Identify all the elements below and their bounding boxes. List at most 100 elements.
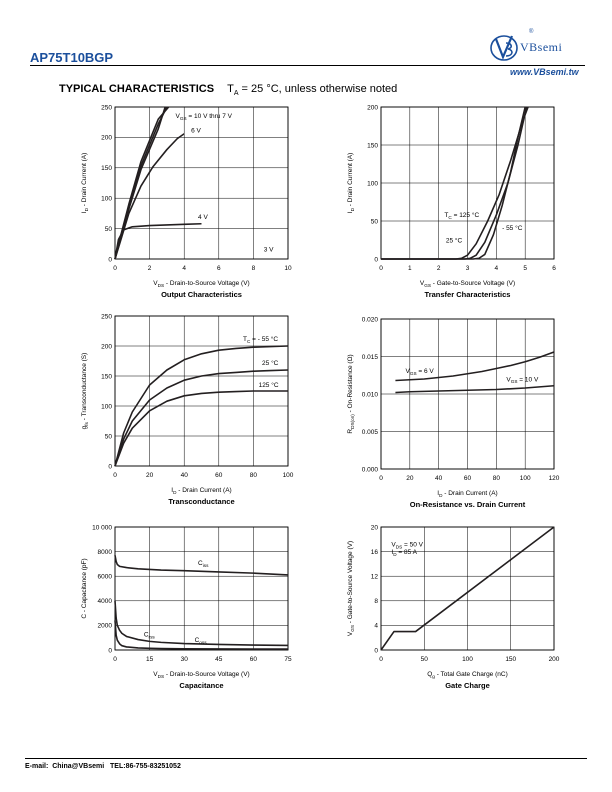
x-tick-label: 60 [464,475,472,482]
y-tick-label: 0.020 [362,316,379,323]
chart-title: Output Characteristics [161,290,242,299]
annotation-label: VGS = 10 V thru 7 V [176,113,233,121]
y-tick-label: 100 [367,180,378,187]
x-tick-label: 0 [379,265,383,272]
x-axis-label: VDS - Drain-to-Source Voltage (V) [153,671,249,679]
plot-frame [380,318,555,470]
y-tick-label: 200 [367,104,378,111]
annotation-label: TC = 125 °C [444,211,479,220]
y-axis-label: C - Capacitance (pF) [81,558,88,618]
y-axis-label: ID - Drain Current (A) [81,153,89,213]
series-line [114,600,289,647]
x-tick-label: 20 [146,472,154,479]
y-tick-label: 250 [101,313,112,320]
registered-mark: ® [529,29,534,35]
x-tick-label: 120 [549,475,560,482]
x-tick-label: 4 [495,265,499,272]
x-tick-label: 30 [181,656,189,663]
y-tick-label: 12 [371,574,379,581]
y-tick-label: 8 [374,598,378,605]
plot-frame [114,106,289,260]
x-tick-label: 2 [437,265,441,272]
x-tick-label: 150 [505,656,516,663]
series-line [114,620,289,650]
y-tick-label: 150 [101,165,112,172]
x-tick-label: 80 [250,472,258,479]
transconductance-chart: 0 20 40 60 80 100 0 50 100 150 200 250 TC = - 55 °C 2… [81,313,294,506]
series-line [114,369,289,467]
series-line [381,106,526,260]
series-line [395,351,555,382]
transfer-characteristics-chart: 0 1 2 3 4 5 6 0 50 100 150 200 TC = 125 °C 25 °C - 55 … [347,104,556,299]
website-link[interactable]: www.VBsemi.tw [510,67,579,77]
x-tick-label: 60 [250,656,258,663]
y-tick-label: 2000 [98,623,113,630]
y-tick-label: 16 [371,549,379,556]
on-resistance-chart: 0 20 40 60 80 100 120 0.000 0.005 0.010 0.015 0.020… [347,316,560,509]
y-tick-label: 20 [371,524,379,531]
x-tick-label: 8 [252,265,256,272]
y-tick-label: 100 [101,403,112,410]
annotation-label: 25 °C [262,359,279,367]
x-tick-label: 10 [284,265,292,272]
y-tick-label: 0 [374,256,378,263]
series-line [114,106,170,260]
condition-sub: A [233,90,239,98]
series-line [114,106,168,260]
annotation-label: 25 °C [446,236,463,244]
x-tick-label: 40 [181,472,189,479]
section-title: TYPICAL CHARACTERISTICS [59,83,215,95]
x-tick-label: 75 [284,656,292,663]
y-tick-label: 150 [367,142,378,149]
annotation-label: Coss [195,637,208,645]
y-tick-label: 4000 [98,598,113,605]
condition-text: = 25 °C, unless otherwise noted [238,83,398,95]
y-axis-label: VGS - Gate-to-Source Voltage (V) [347,541,355,636]
chart-title: Capacitance [179,681,223,690]
x-tick-label: 6 [217,265,221,272]
x-tick-label: 100 [462,656,473,663]
chart-title: Gate Charge [445,681,490,690]
y-tick-label: 0.015 [362,354,379,361]
series-line [114,345,289,467]
section-heading: TYPICAL CHARACTERISTICS TA = 25 °C, unle… [59,83,397,97]
x-tick-label: 1 [408,265,412,272]
y-tick-label: 150 [101,373,112,380]
part-number: AP75T10BGP [30,50,114,65]
annotation-label: 3 V [264,247,274,254]
series-line [114,222,202,260]
header-rule [30,65,585,66]
annotation-label: - 55 °C [502,224,523,232]
annotation-label: VGS = 10 V [506,376,539,384]
series-line [114,390,288,467]
capacitance-chart: 0 15 30 45 60 75 0 2000 4000 6000 8000 10 000 Ciss Cr… [81,524,292,690]
x-axis-label: ID - Drain Current (A) [171,487,231,495]
footer-rule [25,758,587,759]
annotation-label: Ciss [198,560,209,568]
annotation-label: TC = - 55 °C [243,335,278,344]
y-tick-label: 50 [105,433,113,440]
y-tick-label: 50 [371,218,379,225]
y-tick-label: 0.000 [362,466,379,473]
x-axis-label: VGS - Gate-to-Source Voltage (V) [420,280,515,288]
series-line [114,555,289,576]
annotation-label: VDS = 50 V [391,542,423,550]
x-tick-label: 0 [113,265,117,272]
x-tick-label: 0 [113,656,117,663]
x-tick-label: 20 [406,475,414,482]
footer-contact: E-mail: China@VBsemi TEL:86-755-83251052 [25,763,181,770]
x-tick-label: 5 [523,265,527,272]
annotation-label: 4 V [198,214,208,221]
x-tick-label: 15 [146,656,154,663]
y-tick-label: 10 000 [92,524,112,531]
x-tick-label: 40 [435,475,443,482]
x-tick-label: 100 [520,475,531,482]
chart-title: Transfer Characteristics [425,290,511,299]
series-line [114,133,185,260]
y-tick-label: 0 [108,463,112,470]
x-axis-label: ID - Drain Current (A) [437,490,497,498]
chart-title: On-Resistance vs. Drain Current [410,500,526,509]
x-tick-label: 200 [549,656,560,663]
x-tick-label: 60 [215,472,223,479]
